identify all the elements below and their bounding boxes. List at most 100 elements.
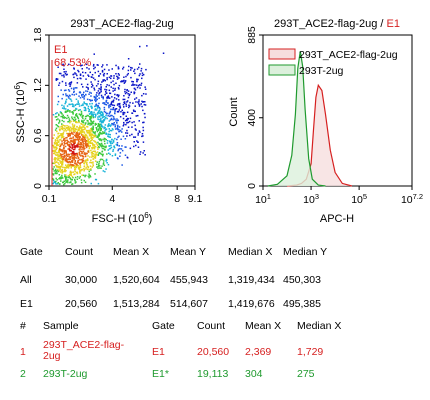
scatter-point <box>77 117 80 120</box>
scatter-point <box>100 153 102 155</box>
scatter-point <box>108 76 111 79</box>
scatter-point <box>76 130 79 132</box>
sample-cell-median-x: 275 <box>297 368 315 380</box>
scatter-point <box>63 146 65 148</box>
scatter-point <box>98 92 100 95</box>
scatter-point <box>69 134 71 136</box>
scatter-point <box>74 109 77 111</box>
scatter-point <box>76 115 79 117</box>
scatter-point <box>82 103 84 105</box>
scatter-point <box>91 152 94 155</box>
scatter-point <box>60 72 62 75</box>
scatter-point <box>122 68 124 70</box>
scatter-point <box>97 154 100 156</box>
scatter-point <box>75 146 77 148</box>
scatter-point <box>90 86 93 88</box>
scatter-point <box>56 172 58 174</box>
scatter-point <box>138 105 141 107</box>
scatter-point <box>79 169 81 171</box>
scatter-point <box>110 75 112 77</box>
scatter-point <box>61 174 63 177</box>
scatter-point <box>84 147 86 150</box>
scatter-point <box>82 115 84 117</box>
hist-area-0 <box>287 85 352 186</box>
scatter-point <box>122 135 125 138</box>
scatter-point <box>126 111 129 113</box>
scatter-point <box>109 92 111 94</box>
scatter-point <box>84 128 86 131</box>
scatter-point <box>63 166 65 169</box>
sample-row[interactable]: 1 293T_ACE2-flag-2ug E1 20,560 2,369 1,7… <box>0 340 430 364</box>
scatter-point <box>98 110 100 112</box>
scatter-point <box>73 125 76 128</box>
scatter-point <box>113 146 115 148</box>
scatter-point <box>58 170 61 172</box>
scatter-point <box>65 137 67 139</box>
scatter-point <box>142 121 144 124</box>
scatter-point <box>108 105 110 107</box>
scatter-point <box>61 153 63 156</box>
scatter-point <box>83 98 85 100</box>
scatter-point <box>112 128 114 131</box>
stats-row[interactable]: All 30,000 1,520,604 455,943 1,319,434 4… <box>0 274 430 288</box>
stats-header-mean-y: Mean Y <box>170 246 206 258</box>
scatter-point <box>104 126 106 129</box>
scatter-point <box>79 132 82 134</box>
scatter-point <box>87 175 90 177</box>
scatter-point <box>117 103 119 105</box>
scatter-point <box>75 162 77 164</box>
scatter-point <box>94 99 96 101</box>
scatter-point <box>108 106 110 109</box>
y-tick-label: 0 <box>246 183 258 189</box>
x-tick-label: 107.2 <box>401 192 423 206</box>
scatter-point <box>101 138 103 141</box>
scatter-point <box>91 113 93 116</box>
scatter-point <box>110 146 113 149</box>
scatter-point <box>84 153 87 156</box>
scatter-point <box>102 74 105 76</box>
scatter-point <box>97 70 100 73</box>
scatter-point <box>132 84 135 86</box>
scatter-point <box>124 146 126 148</box>
scatter-point <box>93 135 95 138</box>
scatter-point <box>115 120 117 122</box>
scatter-point <box>100 86 102 88</box>
scatter-point <box>94 154 96 156</box>
scatter-point <box>65 153 68 155</box>
scatter-point <box>118 109 120 111</box>
scatter-point <box>63 180 65 182</box>
scatter-point <box>115 108 118 110</box>
scatter-point <box>86 90 89 93</box>
scatter-point <box>134 128 137 130</box>
scatter-point <box>70 82 72 84</box>
scatter-point <box>133 110 135 112</box>
scatter-point <box>73 148 76 151</box>
scatter-point <box>64 170 66 173</box>
scatter-point <box>58 113 60 116</box>
scatter-point <box>77 144 79 147</box>
scatter-point <box>101 69 104 72</box>
scatter-point <box>78 121 80 124</box>
scatter-point <box>142 93 145 95</box>
scatter-point <box>100 144 102 146</box>
scatter-point <box>71 141 74 143</box>
scatter-point <box>74 176 77 179</box>
scatter-point <box>90 168 92 170</box>
x-tick-label-exp: 7.2 <box>413 192 423 201</box>
scatter-point <box>127 72 129 75</box>
scatter-point <box>121 149 124 152</box>
scatter-point <box>64 145 67 148</box>
stats-row[interactable]: E1 20,560 1,513,284 514,607 1,419,676 49… <box>0 298 430 312</box>
scatter-point <box>138 84 141 86</box>
scatter-point <box>63 152 66 155</box>
sample-row[interactable]: 2 293T-2ug E1* 19,113 304 275 <box>0 368 430 382</box>
scatter-point <box>55 154 57 156</box>
scatter-point <box>54 150 57 153</box>
scatter-point <box>108 89 111 92</box>
scatter-point <box>64 182 66 185</box>
scatter-point <box>114 110 116 113</box>
scatter-point <box>117 76 119 78</box>
scatter-point <box>89 161 91 164</box>
scatter-point <box>114 137 116 140</box>
hist-title-gate: E1 <box>387 18 400 30</box>
